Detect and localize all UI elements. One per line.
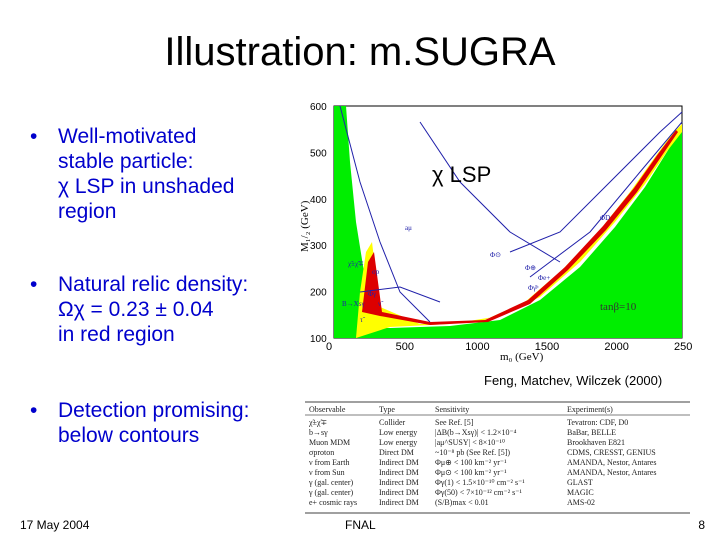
bullet-3-line-1: Detection promising: xyxy=(58,399,250,422)
table-header-cell: Type xyxy=(379,405,395,414)
footer-center: FNAL xyxy=(345,518,376,532)
table-header-cell: Experiment(s) xyxy=(567,405,613,414)
region-label: ΦD xyxy=(600,214,610,222)
table-cell: AMANDA, Nestor, Antares xyxy=(567,458,656,467)
bullet-1-line-2: stable particle: xyxy=(58,150,194,173)
region-label: Φe+ xyxy=(538,274,550,282)
bullet-1-sub-1: χ LSP in unshaded xyxy=(58,175,235,198)
y-tick-labels: 100 200 300 400 500 600 xyxy=(310,102,327,345)
table-cell: ν from Sun xyxy=(309,468,345,477)
bullet-1-line-1: Well-motivated xyxy=(58,125,197,148)
table-cell: AMS-02 xyxy=(567,498,595,507)
page-number: 8 xyxy=(698,518,705,532)
region-label: ν̃ xyxy=(378,300,384,308)
bullet-marker: • xyxy=(30,399,38,422)
table-cell: (S/B)max < 0.01 xyxy=(435,498,489,507)
table-cell: |ΔB(b→Xsγ)| < 1.2×10⁻⁴ xyxy=(435,428,517,437)
bullet-2-line-1: Natural relic density: xyxy=(58,273,249,296)
table-cell: σproton xyxy=(309,448,334,457)
table-cell: Low energy xyxy=(379,428,417,437)
table-cell: GLAST xyxy=(567,478,593,487)
msugra-parameter-plot: 05001000150020002500 100200300400500600 … xyxy=(300,102,692,363)
table-cell: Brookhaven E821 xyxy=(567,438,625,447)
table-cell: Φμ⊕ < 100 km⁻² yr⁻¹ xyxy=(435,458,507,467)
x-tick-label: 2000 xyxy=(604,341,628,353)
region-label: B→Xsγ xyxy=(342,300,365,308)
table-cell: CDMS, CRESST, GENIUS xyxy=(567,448,656,457)
y-tick-label: 500 xyxy=(310,148,327,159)
right-green-region xyxy=(334,130,682,338)
table-cell: Φμ⊙ < 100 km⁻² yr⁻¹ xyxy=(435,468,507,477)
bullet-3-line-2: below contours xyxy=(58,424,200,447)
table-cell: See Ref. [5] xyxy=(435,418,474,427)
y-tick-label: 400 xyxy=(310,195,327,206)
table-cell: Φγ(1) < 1.5×10⁻¹⁰ cm⁻² s⁻¹ xyxy=(435,478,525,487)
x-axis-label: m₀ (GeV) xyxy=(500,351,544,363)
bullet-marker: • xyxy=(30,125,38,148)
table-header-cell: Sensitivity xyxy=(435,405,469,414)
contour-amu xyxy=(339,105,431,323)
table-cell: Indirect DM xyxy=(379,478,419,487)
region-label: σp xyxy=(372,268,380,276)
y-tick-label: 600 xyxy=(310,102,327,113)
chi-lsp-label: χ LSP xyxy=(432,162,492,187)
x-tick-label: 500 xyxy=(396,341,414,353)
bullet-2-sub-1: Ωχ = 0.23 ± 0.04 xyxy=(58,298,214,321)
table-cell: b→sγ xyxy=(309,428,328,437)
table-cell: ν from Earth xyxy=(309,458,350,467)
footer-date: 17 May 2004 xyxy=(20,518,90,532)
slide-title: Illustration: m.SUGRA xyxy=(164,30,556,74)
table-cell: γ (gal. center) xyxy=(308,478,354,487)
left-green-region xyxy=(334,106,380,338)
table-cell: Tevatron: CDF, D0 xyxy=(567,418,628,427)
region-label: Φγ xyxy=(368,290,376,298)
x-tick-label: 2500 xyxy=(674,341,692,353)
bullet-1-sub-2: region xyxy=(58,200,117,223)
table-cell: AMANDA, Nestor, Antares xyxy=(567,468,656,477)
x-tick-labels: 0 500 1000 1500 2000 2500 xyxy=(326,341,692,353)
region-label: Φ⊙ xyxy=(490,251,501,259)
region-label: Φγ̄ᵖ xyxy=(528,284,539,292)
contour-phi xyxy=(509,111,683,253)
x-tick-label: 1500 xyxy=(535,341,559,353)
y-axis-label: M₁/₂ (GeV) xyxy=(300,200,311,252)
table-cell: Indirect DM xyxy=(379,498,419,507)
table-cell: Indirect DM xyxy=(379,458,419,467)
bullet-2: • Natural relic density: Ωχ = 0.23 ± 0.0… xyxy=(30,272,248,347)
table-cell: Φγ(50) < 7×10⁻¹² cm⁻² s⁻¹ xyxy=(435,488,522,497)
table-cell: ~10⁻⁸ pb (See Ref. [5]) xyxy=(435,448,510,457)
detection-table: Observable Type Sensitivity Experiment(s) χ̃… xyxy=(305,401,690,514)
table-cell: MAGIC xyxy=(567,488,594,497)
contour-sigma xyxy=(419,121,561,263)
table-cell: Muon MDM xyxy=(309,438,350,447)
bullet-1: • Well-motivated stable particle: χ LSP … xyxy=(30,124,234,224)
table-header-cell: Observable xyxy=(309,405,346,414)
table-cell: Indirect DM xyxy=(379,488,419,497)
table-cell: γ (gal. center) xyxy=(308,488,354,497)
table-cell: Low energy xyxy=(379,438,417,447)
bullet-2-sub-2: in red region xyxy=(58,323,175,346)
plot-credit: Feng, Matchev, Wilczek (2000) xyxy=(484,373,663,388)
y-tick-label: 200 xyxy=(310,288,327,299)
contour-bsg xyxy=(359,286,441,303)
table-cell: χ̃±χ̃∓ xyxy=(308,418,327,427)
table-cell: Direct DM xyxy=(379,448,414,457)
table-cell: BaBar, BELLE xyxy=(567,428,616,437)
region-label: Φ⊕ xyxy=(525,264,536,272)
tanbeta-label: tanβ=10 xyxy=(600,301,637,313)
x-tick-label: 0 xyxy=(326,341,332,353)
table-cell: |aμ^SUSY| < 8×10⁻¹⁰ xyxy=(435,438,505,447)
table-cell: Collider xyxy=(379,418,406,427)
x-tick-label: 1000 xyxy=(465,341,489,353)
region-label: χ̃±χ̃∓ xyxy=(348,260,364,268)
table-cell: Indirect DM xyxy=(379,468,419,477)
y-tick-label: 100 xyxy=(310,334,327,345)
region-label: aμ xyxy=(405,224,412,232)
bullet-marker: • xyxy=(30,273,38,296)
contour-phi-2 xyxy=(529,121,683,278)
table-cell: e+ cosmic rays xyxy=(309,498,357,507)
y-tick-label: 300 xyxy=(310,241,327,252)
bullet-3: • Detection promising: below contours xyxy=(30,398,249,448)
